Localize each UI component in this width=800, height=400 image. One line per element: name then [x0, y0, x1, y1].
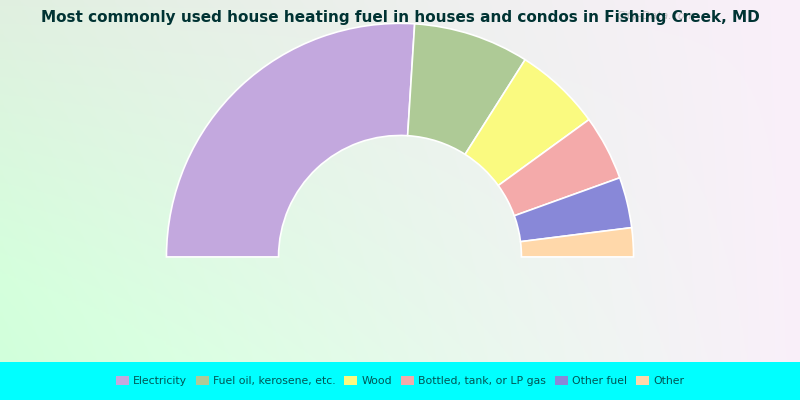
Wedge shape	[521, 228, 634, 257]
Text: Most commonly used house heating fuel in houses and condos in Fishing Creek, MD: Most commonly used house heating fuel in…	[41, 10, 759, 25]
Wedge shape	[498, 120, 620, 216]
Wedge shape	[166, 23, 414, 257]
Text: City-Data.com: City-Data.com	[617, 11, 696, 21]
Wedge shape	[465, 60, 589, 186]
Wedge shape	[408, 24, 525, 154]
Legend: Electricity, Fuel oil, kerosene, etc., Wood, Bottled, tank, or LP gas, Other fue: Electricity, Fuel oil, kerosene, etc., W…	[111, 371, 689, 391]
Wedge shape	[514, 178, 632, 242]
